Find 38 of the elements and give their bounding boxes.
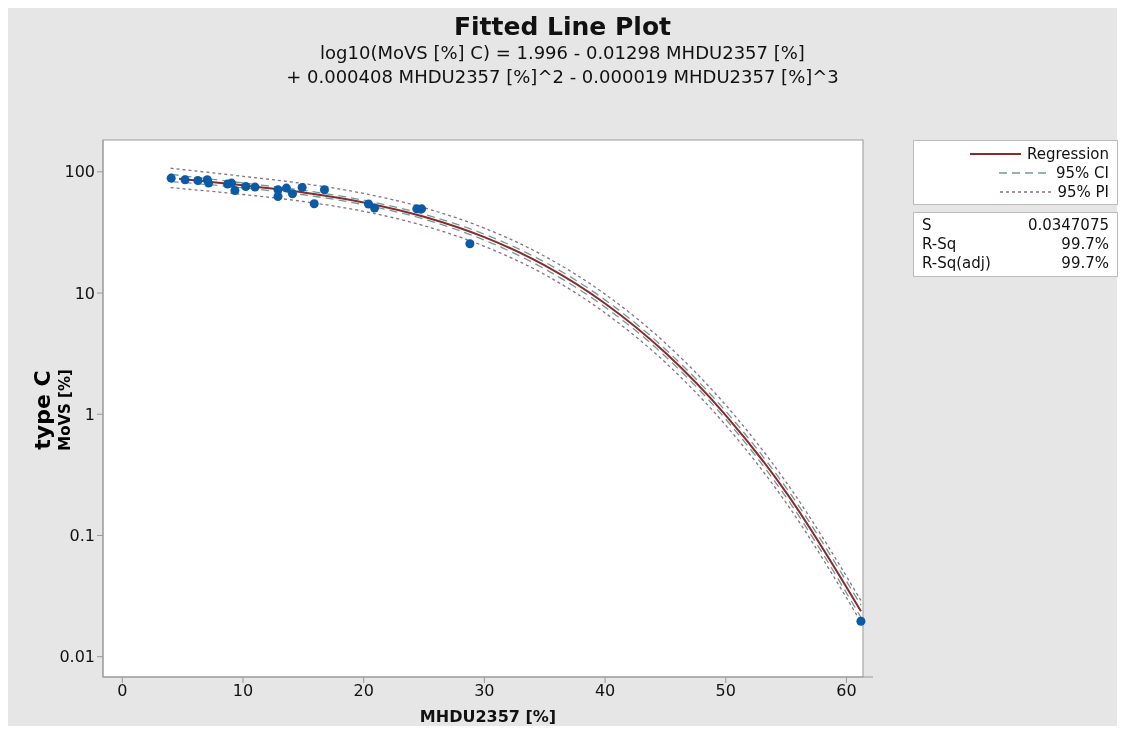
y-tick-label: 1 [84, 404, 95, 424]
point [241, 181, 251, 191]
text: S 0.0347075 [922, 216, 1109, 234]
y-axis-title: type C MoVS [%] [30, 369, 74, 451]
y-tick-label: 0.1 [69, 526, 95, 546]
point [856, 616, 866, 626]
point [227, 178, 237, 188]
point [250, 182, 260, 192]
chart-title: Fitted Line Plot [452, 12, 673, 41]
x-tick-label: 10 [232, 681, 254, 701]
point [273, 192, 283, 202]
text: R-Sq(adj) 99.7% [922, 254, 1109, 272]
x-tick-label: 50 [715, 681, 736, 701]
point [287, 189, 297, 199]
x-axis-title: MHDU2357 [%] [419, 707, 557, 726]
point [193, 175, 203, 185]
point [465, 239, 475, 249]
point [370, 203, 380, 213]
point [309, 199, 319, 209]
x-tick-label: 40 [594, 681, 616, 701]
text: R-Sq 99.7% [922, 235, 1109, 253]
x-tick-label: 60 [836, 681, 857, 701]
y-tick-label: 0.01 [59, 647, 95, 667]
point [166, 173, 176, 183]
point [297, 182, 307, 192]
legend-label: 95% CI [1055, 163, 1109, 182]
legend-label: 95% PI [1057, 182, 1109, 201]
point [230, 185, 240, 195]
x-tick-label: 20 [353, 681, 374, 701]
y-tick-label: 100 [64, 162, 95, 182]
point [180, 175, 190, 185]
x-tick-label: 30 [474, 681, 495, 701]
x-tick-label: 0 [117, 681, 128, 701]
legend-label: Regression [1026, 144, 1109, 163]
point [281, 183, 291, 193]
chart-subtitle: log10(MoVS [%] C) = 1.996 - 0.01298 MHDU2357 [%] + 0.000408 MHDU2357 [%]^2 - 0.000019 MHDU2357 [%]^3 [285, 41, 840, 89]
y-tick-label: 10 [74, 283, 95, 303]
point [319, 185, 329, 195]
